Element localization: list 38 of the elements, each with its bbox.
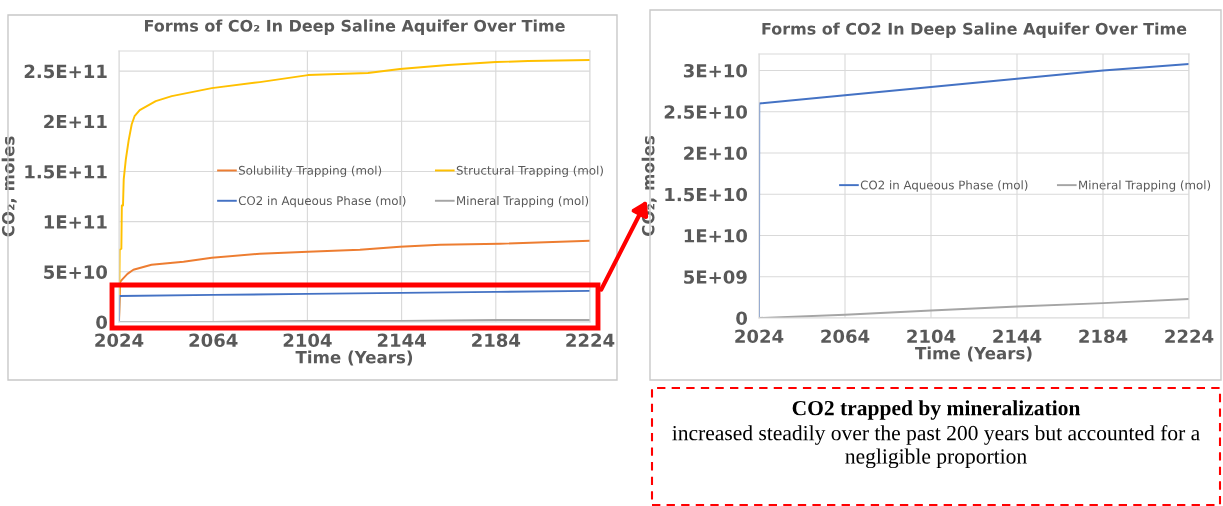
text: CO2 trapped by mineralization xyxy=(792,400,1081,420)
legend-label: Mineral Trapping (mol) xyxy=(1079,180,1211,192)
y-tick-label: 2.5E+10 xyxy=(664,105,748,119)
x-tick-label: 2064 xyxy=(189,333,238,348)
text: increased steadily over the past 200 years but accounted for a negligible proportion xyxy=(672,425,1200,469)
legend-label: CO2 in Aqueous Phase (mol) xyxy=(860,180,1028,192)
y-tick-label: 2E+11 xyxy=(44,114,107,129)
y-tick-label: 0 xyxy=(736,311,748,326)
x-axis-title: Time (Years) xyxy=(915,346,1032,362)
x-tick-label: 2024 xyxy=(95,333,144,348)
x-tick-label: 2024 xyxy=(735,329,784,344)
y-tick-label: 0 xyxy=(96,315,108,330)
y-axis-title: CO₂, moles xyxy=(1,136,17,237)
x-tick-label: 2224 xyxy=(566,333,615,347)
x-axis-title: Time (Years) xyxy=(295,350,413,366)
x-tick-label: 2104 xyxy=(907,329,956,344)
legend-label: Structural Trapping (mol) xyxy=(456,165,603,178)
x-tick-label: 2104 xyxy=(283,333,332,348)
x-tick-label: 2184 xyxy=(472,333,521,348)
y-tick-label: 1.5E+10 xyxy=(665,187,748,202)
legend-label: CO2 in Aqueous Phase (mol) xyxy=(238,195,406,208)
x-tick-label: 2224 xyxy=(1165,329,1214,343)
y-tick-label: 3E+10 xyxy=(683,63,748,78)
x-tick-label: 2064 xyxy=(821,329,870,344)
y-tick-label: 1E+11 xyxy=(44,215,107,229)
chart-title: Forms of CO₂ In Deep Saline Aquifer Over Time xyxy=(145,19,565,35)
legend-label: Solubility Trapping (mol) xyxy=(238,165,382,178)
y-tick-label: 5E+09 xyxy=(684,270,747,284)
x-tick-label: 2184 xyxy=(1079,329,1128,344)
y-tick-label: 1E+10 xyxy=(684,228,748,243)
y-tick-label: 5E+10 xyxy=(44,265,108,279)
x-tick-label: 2144 xyxy=(377,333,426,347)
y-tick-label: 1.5E+11 xyxy=(25,165,107,179)
x-tick-label: 2144 xyxy=(993,329,1042,343)
y-tick-label: 2.5E+11 xyxy=(24,64,107,79)
chart-title: Forms of CO2 In Deep Saline Aquifer Over Time xyxy=(762,22,1187,38)
legend-label: Mineral Trapping (mol) xyxy=(457,195,589,208)
y-tick-label: 2E+10 xyxy=(684,146,748,161)
